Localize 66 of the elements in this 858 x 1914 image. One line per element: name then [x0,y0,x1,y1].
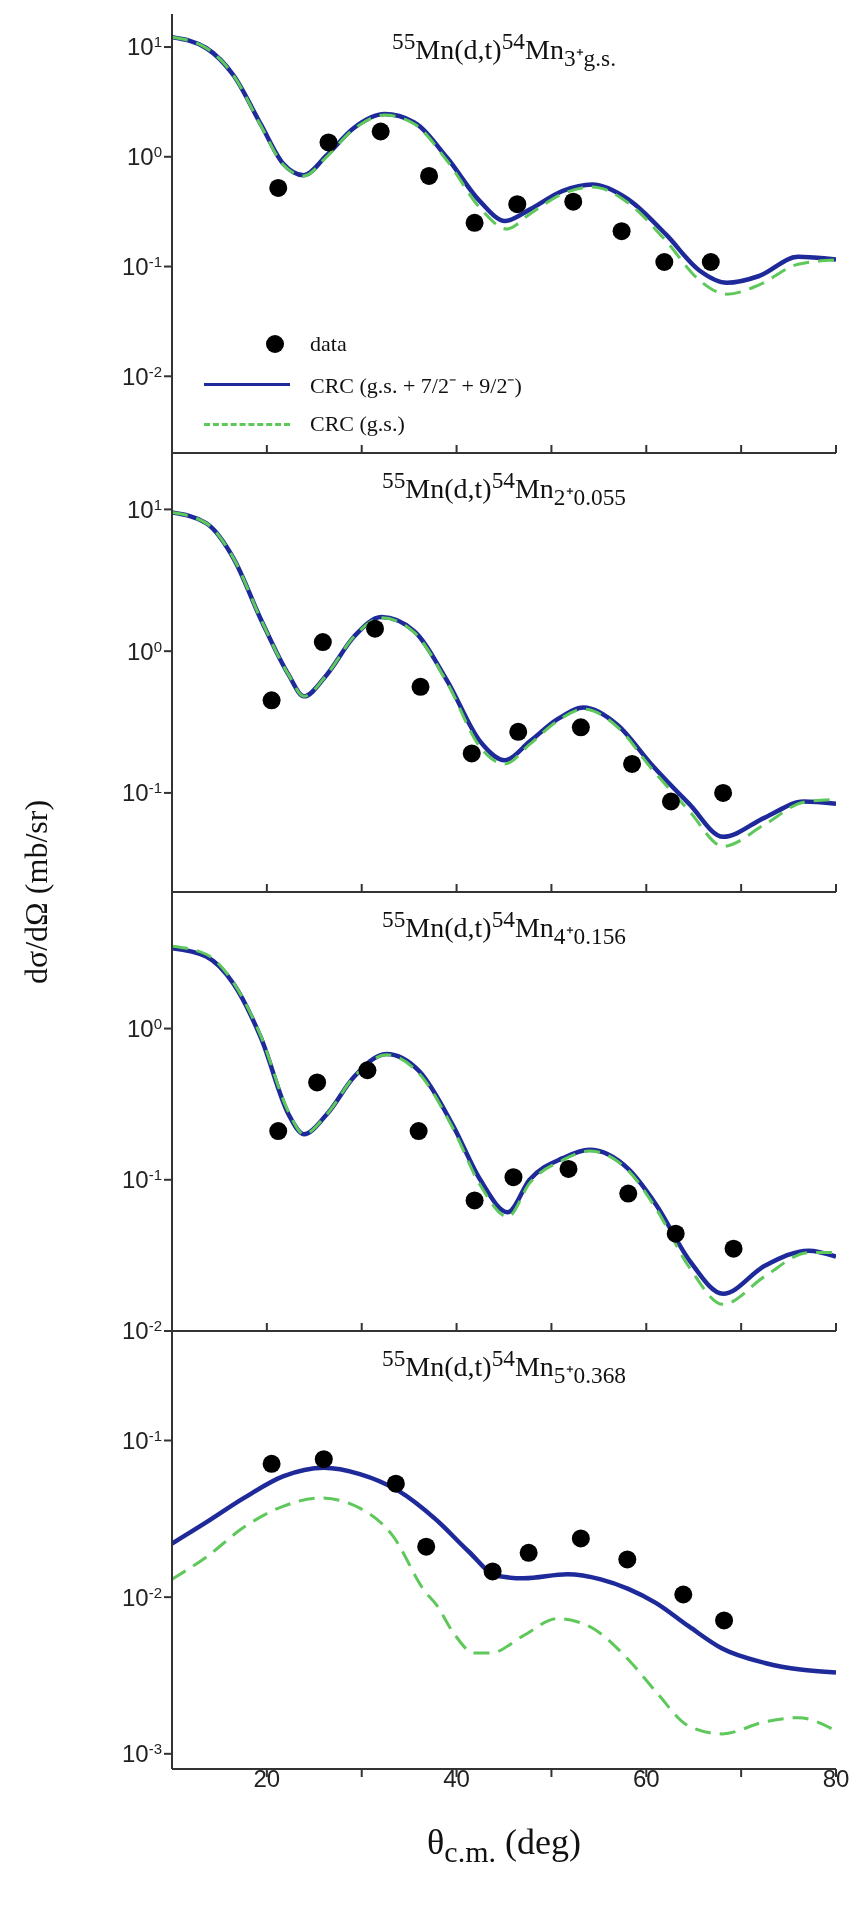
y-tick-label: 10$^{1}$ [126,495,162,523]
y-tick-label: 10$^{-1}$ [121,778,162,807]
point [262,1454,281,1473]
point [509,722,528,741]
point [308,1073,327,1092]
point [269,1122,288,1141]
point [674,1585,693,1604]
point [358,1061,377,1080]
point [365,619,384,638]
x-tick-label: 80 [822,1765,850,1793]
point [319,133,338,152]
y-axis-title: dσ/dΩ (mb/sr) [17,799,55,985]
point [465,213,484,232]
point [462,744,481,763]
y-tick-label: 10$^{-1}$ [121,1165,162,1194]
point [371,122,390,141]
point [618,1550,637,1569]
y-tick-label: 10$^{0}$ [126,637,162,665]
legend-label: CRC (g.s. + 7/2⁻ + 9/2⁻) [310,372,522,399]
point [724,1239,743,1258]
point [666,1224,685,1243]
text: $^{55}$Mn(d,t)$^{54}$Mn$_{4⁺0.156}$ [380,906,627,951]
legend-label: CRC (g.s.) [310,411,405,437]
y-tick-label: 10$^{-2}$ [121,362,162,390]
point [409,1122,428,1141]
point [564,192,583,211]
point [571,718,590,737]
point [508,195,527,214]
x-tick-label: 60 [632,1765,660,1793]
point [612,222,631,241]
y-tick-label: 10$^{-1}$ [121,252,162,280]
point [313,633,332,652]
y-tick-label: 10$^{0}$ [126,142,162,171]
point [420,166,439,185]
point [661,792,680,811]
point [269,178,288,197]
text: $^{55}$Mn(d,t)$^{54}$Mn$_{5⁺0.368}$ [380,1345,627,1390]
point [314,1450,333,1469]
point [623,754,642,773]
x-axis-title: θ$_{c.m.}$ (deg) [426,1821,582,1870]
point [655,253,674,271]
point [417,1537,436,1556]
x-tick-label: 40 [443,1765,470,1793]
point [411,677,430,696]
point [715,1611,734,1630]
y-tick-label: 10$^{-2}$ [121,1583,162,1611]
point [262,691,281,710]
y-tick-label: 10$^{-2}$ [121,1316,162,1345]
point [504,1168,523,1187]
legend-label: data [310,331,347,357]
point [619,1184,638,1203]
text: $^{55}$Mn(d,t)$^{54}$Mn$_{3⁺g.s.}$ [391,28,617,73]
point [571,1529,590,1548]
y-tick-label: 10$^{-1}$ [121,1426,162,1454]
point [701,253,720,271]
point [559,1159,578,1178]
y-tick-label: 10$^{1}$ [126,32,162,61]
y-tick-label: 10$^{-3}$ [121,1739,162,1768]
point [519,1543,538,1562]
point [386,1474,405,1493]
point [465,1191,484,1210]
point [483,1562,502,1581]
point [714,783,733,802]
y-tick-label: 10$^{0}$ [126,1014,162,1042]
text: $^{55}$Mn(d,t)$^{54}$Mn$_{2⁺0.055}$ [380,467,627,512]
x-tick-label: 20 [253,1765,281,1793]
